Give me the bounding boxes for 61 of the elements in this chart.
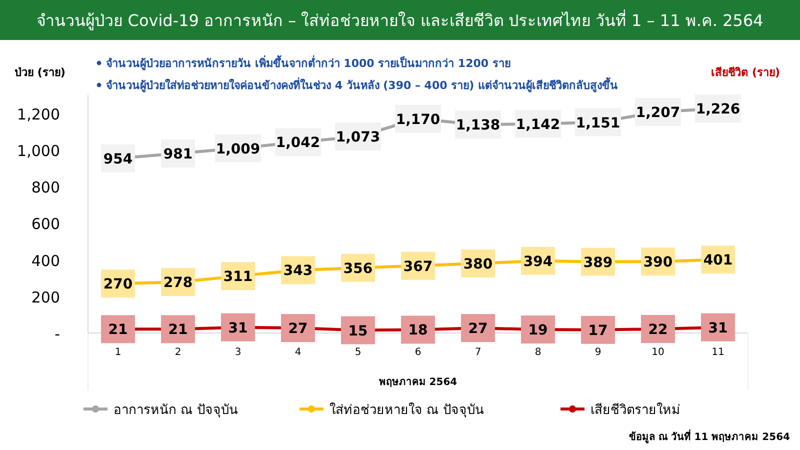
y-axis-title: ป่วย (ราย) bbox=[14, 66, 66, 79]
data-label: 1,009 bbox=[216, 141, 260, 158]
data-label: 17 bbox=[588, 322, 608, 339]
data-label: 22 bbox=[648, 322, 668, 338]
y-tick-label: 800 bbox=[31, 178, 60, 197]
data-label: 343 bbox=[283, 263, 313, 280]
data-label: 380 bbox=[463, 256, 493, 272]
chart-title: จำนวนผู้ป่วย Covid-19 อาการหนัก – ใส่ท่อช่วยหายใจ และเสียชีวิต ประเทศไทย วันที่ 1 – 11 พ.ค. 2564 bbox=[36, 9, 764, 31]
data-label: 1,207 bbox=[636, 105, 680, 122]
data-label: 278 bbox=[163, 275, 193, 292]
x-tick-label: 7 bbox=[474, 347, 482, 358]
y-tick-label: 600 bbox=[31, 215, 60, 234]
y-tick-label: 200 bbox=[31, 288, 60, 306]
data-label: 1,138 bbox=[456, 118, 500, 134]
data-label: 311 bbox=[223, 269, 253, 286]
data-label: 367 bbox=[403, 258, 433, 275]
data-label: 981 bbox=[163, 146, 193, 162]
text: จำนวนผู้ป่วยใส่ท่อช่วยหายใจค่อนข้างคงที่ในช่วง 4 วันหลัง (390 – 400 ราย) แต่จำนวนผู้เสียชีวิตกลับสูงขึ้น bbox=[106, 77, 618, 93]
data-label: 954 bbox=[103, 151, 133, 168]
data-label: 1,042 bbox=[276, 135, 320, 152]
y-tick-label: 400 bbox=[31, 252, 60, 270]
data-label: 1,151 bbox=[576, 115, 620, 132]
data-label: 21 bbox=[108, 322, 128, 338]
data-label: 18 bbox=[408, 322, 428, 339]
x-tick-label: 5 bbox=[354, 347, 362, 358]
x-tick-label: 2 bbox=[174, 347, 182, 358]
legend-label: ใส่ท่อช่วยหายใจ ณ ปัจจุบัน bbox=[330, 402, 484, 418]
data-label: 394 bbox=[523, 254, 553, 270]
data-label: 1,142 bbox=[516, 116, 560, 133]
data-label: 19 bbox=[528, 322, 548, 339]
data-label: 390 bbox=[643, 254, 673, 271]
data-label: 31 bbox=[228, 320, 248, 336]
data-label: 356 bbox=[343, 260, 373, 277]
data-label: 15 bbox=[348, 323, 368, 340]
data-label: 389 bbox=[583, 254, 613, 271]
x-tick-label: 1 bbox=[114, 347, 122, 358]
y-tick-label: 1,000 bbox=[17, 142, 60, 160]
y-tick-label: - bbox=[54, 325, 60, 343]
text: ข้อมูล ณ วันที่ 11 พฤษภาคม 2564 bbox=[628, 429, 790, 444]
data-label: 1,073 bbox=[336, 130, 380, 146]
x-axis-title: พฤษภาคม 2564 bbox=[378, 377, 458, 388]
legend-label: เสียชีวิตรายใหม่ bbox=[590, 402, 680, 418]
x-tick-label: 6 bbox=[414, 347, 422, 358]
data-label: 401 bbox=[703, 252, 733, 269]
y2-axis-title: เสียชีวิต (ราย) bbox=[711, 66, 780, 79]
data-label: 21 bbox=[168, 322, 188, 338]
data-label: 31 bbox=[708, 320, 728, 336]
x-tick-label: 8 bbox=[534, 347, 542, 358]
data-label: 27 bbox=[468, 321, 488, 338]
data-label: 27 bbox=[288, 321, 308, 338]
x-tick-label: 9 bbox=[594, 347, 602, 358]
x-tick-label: 3 bbox=[234, 347, 242, 358]
y-tick-label: 1,200 bbox=[17, 105, 60, 124]
data-label: 1,170 bbox=[396, 112, 440, 128]
x-tick-label: 4 bbox=[294, 347, 302, 358]
text: จำนวนผู้ป่วยอาการหนักรายวัน เพิ่มขึ้นจากต่ำกว่า 1000 รายเป็นมากกว่า 1200 ราย bbox=[106, 55, 510, 71]
x-tick-label: 10 bbox=[652, 347, 664, 358]
data-label: 270 bbox=[103, 276, 133, 293]
legend-label: อาการหนัก ณ ปัจจุบัน bbox=[114, 403, 238, 418]
x-tick-label: 11 bbox=[712, 347, 724, 358]
data-label: 1,226 bbox=[696, 102, 740, 118]
